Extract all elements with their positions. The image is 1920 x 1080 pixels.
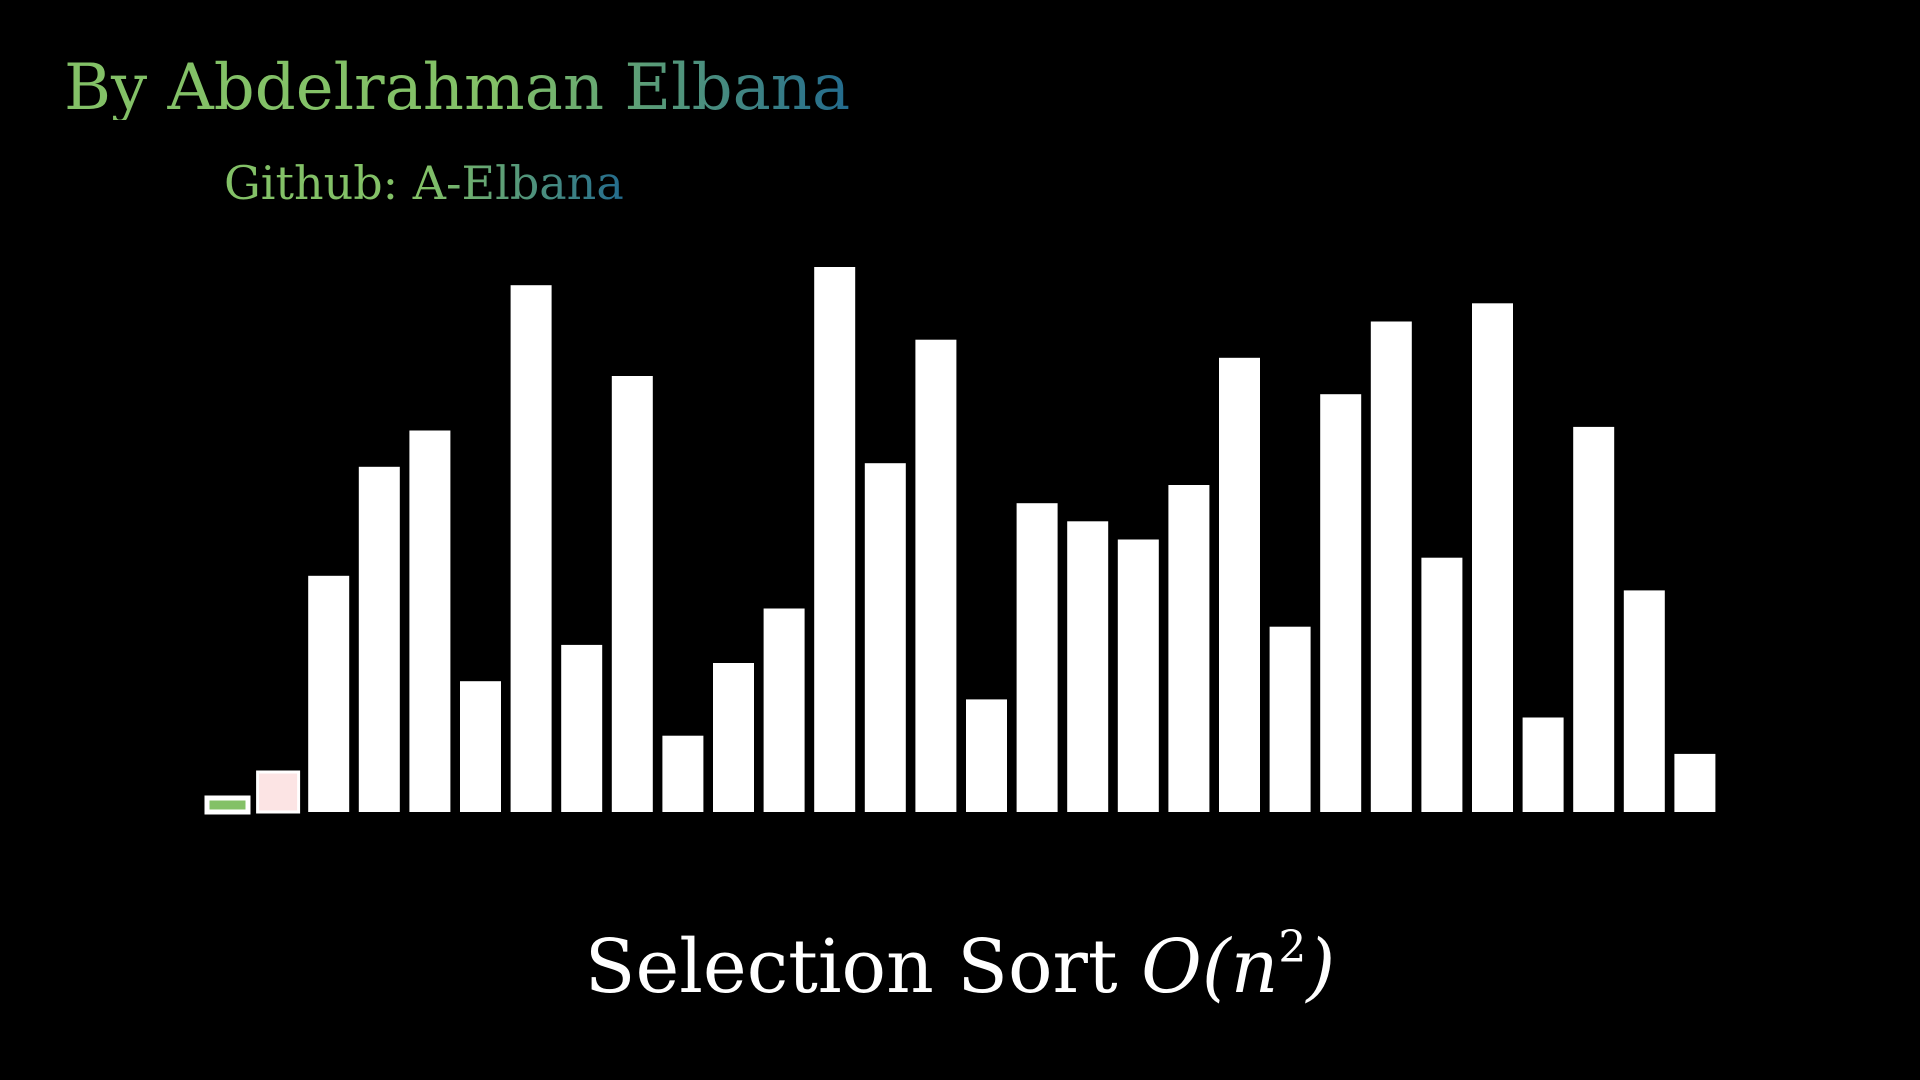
bar-28 xyxy=(1573,426,1615,812)
bar-11 xyxy=(713,663,754,812)
algorithm-title: Selection Sort O(n2) xyxy=(0,926,1920,1005)
bar-5 xyxy=(409,430,451,812)
bar-25 xyxy=(1421,557,1463,812)
github-credit: Github: A-Elbana xyxy=(224,156,624,210)
bar-24 xyxy=(1370,321,1412,812)
complexity-open: O(n xyxy=(1141,924,1279,1010)
bar-18 xyxy=(1067,521,1109,812)
bars-group xyxy=(204,267,1716,815)
bar-17 xyxy=(1016,503,1058,812)
bar-3 xyxy=(308,575,350,812)
bar-6 xyxy=(460,681,501,812)
author-credit: By Abdelrahman Elbana xyxy=(64,51,851,125)
bar-13 xyxy=(814,267,856,812)
bar-20 xyxy=(1168,485,1210,812)
bar-7 xyxy=(510,285,552,812)
bar-26 xyxy=(1472,303,1513,812)
bar-30 xyxy=(1674,753,1716,812)
bar-1 xyxy=(204,795,251,815)
bar-29 xyxy=(1623,590,1665,812)
bar-12 xyxy=(763,608,805,812)
bar-8 xyxy=(561,644,603,812)
bar-21 xyxy=(1219,357,1260,812)
bar-14 xyxy=(864,463,906,812)
bar-22 xyxy=(1269,626,1311,812)
bar-4 xyxy=(358,466,400,812)
bar-19 xyxy=(1117,539,1159,812)
bar-10 xyxy=(662,735,704,812)
bar-27 xyxy=(1522,717,1564,812)
bar-23 xyxy=(1320,394,1362,812)
algorithm-name: Selection Sort xyxy=(584,924,1118,1010)
bar-16 xyxy=(966,699,1007,812)
complexity-close: ) xyxy=(1306,924,1336,1010)
bar-15 xyxy=(915,339,957,812)
bar-2 xyxy=(256,770,301,814)
bar-9 xyxy=(611,376,653,812)
complexity-exponent: 2 xyxy=(1278,922,1307,973)
complexity-label: O(n2) xyxy=(1141,924,1335,1010)
